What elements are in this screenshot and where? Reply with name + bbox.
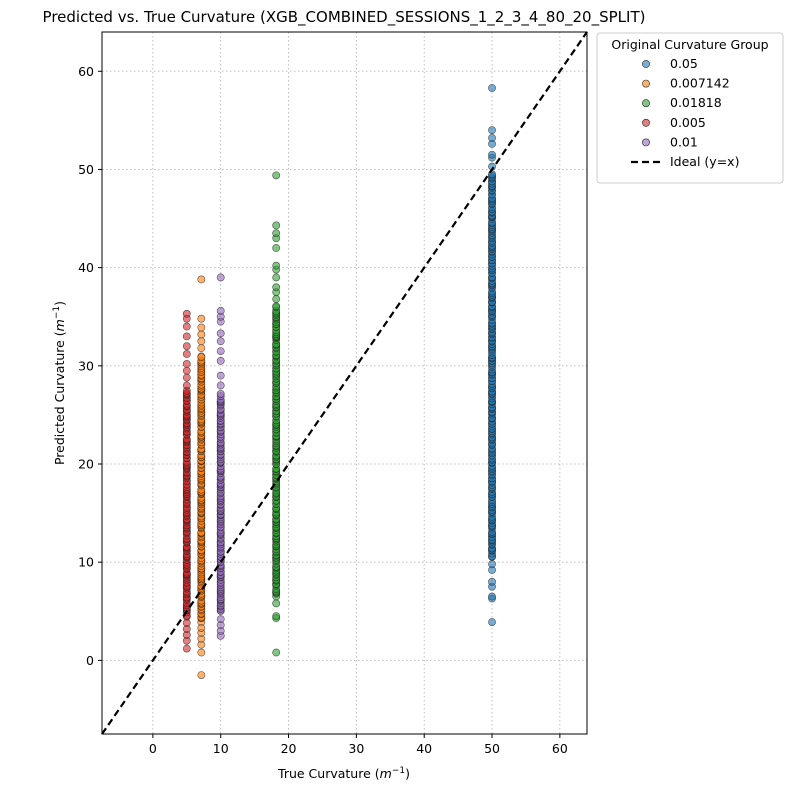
data-point	[272, 612, 281, 621]
series-0.05	[488, 84, 496, 626]
data-point	[272, 229, 281, 238]
data-point	[272, 599, 281, 608]
legend-label: 0.005	[670, 115, 706, 130]
data-point	[216, 306, 225, 315]
data-point	[216, 357, 225, 365]
data-point	[182, 366, 191, 375]
chart-title: Predicted vs. True Curvature (XGB_COMBIN…	[43, 8, 646, 27]
data-point	[216, 273, 225, 282]
x-tick-label: 20	[281, 741, 297, 756]
data-point	[488, 577, 496, 586]
data-point	[197, 337, 206, 346]
legend-box	[596, 32, 784, 184]
legend-marker	[642, 60, 650, 68]
data-point	[488, 560, 496, 569]
x-tick-label: 0	[149, 741, 157, 756]
y-tick-label: 50	[78, 162, 94, 177]
data-point	[197, 353, 206, 362]
legend-label: 0.01	[670, 134, 698, 149]
series-0.007142	[197, 275, 206, 679]
data-point	[488, 134, 496, 142]
data-point	[197, 330, 206, 339]
data-point	[488, 618, 496, 626]
data-points	[182, 84, 496, 679]
data-point	[272, 221, 281, 230]
y-axis: 0 10 20 30 40 50 60	[78, 64, 102, 668]
data-point	[272, 283, 281, 292]
data-point	[182, 359, 191, 368]
data-point	[216, 615, 225, 624]
data-point	[182, 381, 191, 390]
legend-label: 0.05	[670, 56, 698, 71]
data-point	[216, 390, 225, 398]
data-point	[182, 342, 191, 351]
legend-title: Original Curvature Group	[611, 37, 768, 52]
data-point	[272, 648, 281, 657]
data-point	[182, 373, 191, 382]
y-tick-label: 30	[78, 358, 94, 373]
plot-frame	[101, 31, 588, 735]
legend-marker	[642, 138, 650, 147]
y-tick-label: 10	[78, 555, 94, 570]
legend-label: 0.007142	[670, 76, 730, 91]
data-point	[197, 344, 206, 353]
legend: Original Curvature Group 0.050.0071420.0…	[596, 32, 784, 184]
data-point	[272, 273, 281, 282]
data-point	[197, 323, 206, 332]
data-point	[216, 347, 225, 355]
data-point	[197, 275, 206, 284]
y-axis-label: Predicted Curvature (m−1)	[52, 301, 67, 465]
x-tick-label: 40	[416, 741, 432, 756]
data-point	[272, 302, 281, 311]
x-tick-label: 60	[552, 741, 568, 756]
legend-marker	[642, 99, 650, 108]
x-tick-label: 50	[484, 741, 500, 756]
series-0.01818	[272, 171, 281, 657]
data-point	[182, 644, 191, 653]
data-point	[182, 619, 191, 627]
data-point	[197, 671, 206, 679]
data-point	[197, 648, 206, 657]
data-point	[272, 244, 281, 252]
data-point	[216, 337, 225, 346]
reference-line-group	[101, 31, 588, 735]
y-tick-label: 60	[78, 64, 94, 79]
data-point	[197, 314, 206, 323]
data-point	[197, 624, 206, 632]
data-point	[272, 295, 281, 303]
data-point	[488, 150, 496, 159]
x-axis-label: True Curvature (m−1)	[277, 766, 410, 781]
data-point	[488, 592, 496, 601]
series-0.01	[216, 273, 225, 640]
legend-label: Ideal (y=x)	[670, 154, 739, 169]
data-point	[488, 126, 496, 135]
legend-marker	[642, 79, 650, 88]
data-point	[216, 381, 225, 390]
x-tick-label: 10	[213, 741, 229, 756]
y-tick-label: 20	[78, 457, 94, 472]
legend-label: 0.01818	[670, 95, 722, 110]
data-point	[182, 309, 191, 318]
data-point	[216, 371, 225, 380]
y-tick-label: 40	[78, 260, 94, 275]
x-tick-label: 30	[348, 741, 364, 756]
y-tick-label: 0	[86, 653, 94, 668]
data-point	[488, 84, 496, 92]
data-point	[272, 171, 281, 180]
legend-items: 0.05 0.007142 0.01818 0.005 0.01 Ideal (y=x)	[631, 56, 739, 169]
data-point	[216, 329, 225, 338]
legend-marker	[642, 118, 650, 127]
data-point	[182, 350, 191, 358]
data-point	[272, 261, 281, 270]
x-axis: 0 10 20 30 40 50 60	[149, 734, 568, 756]
series-0.005	[182, 309, 191, 653]
ideal-line	[101, 31, 588, 735]
data-point	[182, 332, 191, 341]
data-point	[182, 322, 191, 331]
